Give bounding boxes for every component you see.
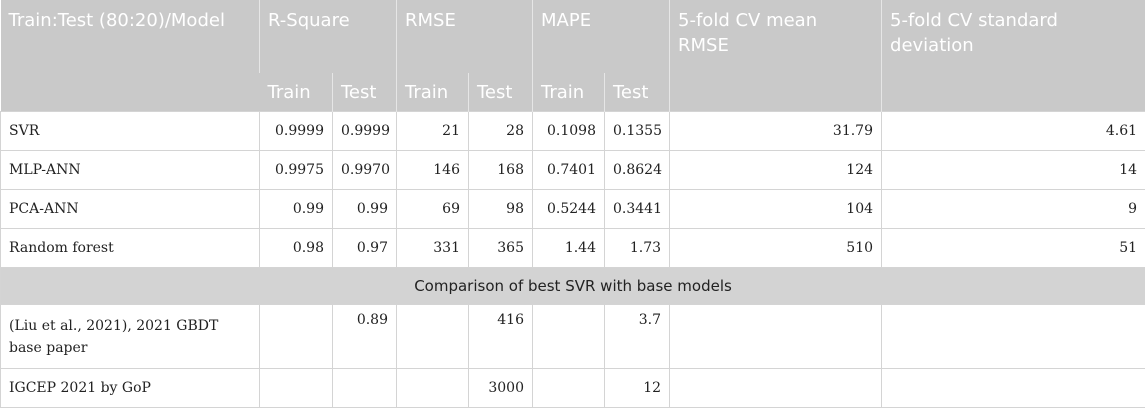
cell-mape-train [532, 368, 605, 408]
cell-cv-sd: 9 [881, 189, 1145, 229]
cell-model: MLP-ANN [0, 150, 260, 190]
cell-model: IGCEP 2021 by GoP [0, 368, 260, 408]
table-row: SVR 0.9999 0.9999 21 28 0.1098 0.1355 31… [0, 111, 1145, 151]
header-mape-test: Test [603, 73, 670, 112]
cell-r2-test: 0.9999 [332, 111, 397, 151]
table-row: PCA-ANN 0.99 0.99 69 98 0.5244 0.3441 10… [0, 189, 1145, 229]
cell-r2-train [259, 368, 333, 408]
cell-cv-mean: 124 [669, 150, 883, 190]
cell-r2-train: 0.99 [259, 189, 333, 229]
cell-cv-mean [669, 368, 883, 408]
cell-cv-mean: 31.79 [669, 111, 883, 151]
cell-model: Random forest [0, 228, 260, 268]
cell-rmse-train: 21 [396, 111, 469, 151]
header-model: Train:Test (80:20)/Model [0, 0, 260, 112]
header-r2-train: Train [259, 73, 333, 112]
cell-r2-test [332, 368, 397, 408]
cell-r2-test: 0.89 [332, 304, 397, 369]
cell-cv-sd: 4.61 [881, 111, 1145, 151]
cell-rmse-test: 28 [468, 111, 533, 151]
cell-cv-sd [881, 368, 1145, 408]
cell-mape-train: 0.1098 [532, 111, 605, 151]
cell-mape-train [532, 304, 605, 369]
header-mape-train: Train [532, 73, 605, 112]
cell-rmse-test: 416 [468, 304, 533, 369]
cell-rmse-test: 168 [468, 150, 533, 190]
cell-rmse-train: 69 [396, 189, 469, 229]
cell-mape-train: 0.5244 [532, 189, 605, 229]
table-row: MLP-ANN 0.9975 0.9970 146 168 0.7401 0.8… [0, 150, 1145, 190]
cell-cv-mean: 510 [669, 228, 883, 268]
cell-rmse-train [396, 304, 469, 369]
cell-r2-test: 0.97 [332, 228, 397, 268]
section-label: Comparison of best SVR with base models [0, 267, 1145, 305]
cell-rmse-train [396, 368, 469, 408]
cell-mape-test: 0.8624 [603, 150, 671, 190]
header-r2-test: Test [332, 73, 397, 112]
table-row: IGCEP 2021 by GoP 3000 12 [0, 368, 1145, 408]
table-row: Random forest 0.98 0.97 331 365 1.44 1.7… [0, 228, 1145, 268]
cell-r2-train: 0.98 [259, 228, 333, 268]
cell-mape-test: 3.7 [603, 304, 671, 369]
cell-cv-sd [881, 304, 1145, 369]
cell-mape-train: 0.7401 [532, 150, 605, 190]
cell-mape-train: 1.44 [532, 228, 605, 268]
cell-r2-test: 0.9970 [332, 150, 397, 190]
header-cv-sd: 5-fold CV standard deviation [881, 0, 1145, 112]
cell-r2-train: 0.9975 [259, 150, 333, 190]
cell-rmse-test: 365 [468, 228, 533, 268]
cell-mape-test: 1.73 [603, 228, 671, 268]
cell-cv-sd: 51 [881, 228, 1145, 268]
header-row-sub: Train Test Train Test Train Test [1, 73, 1145, 112]
cell-model: SVR [0, 111, 260, 151]
section-row: Comparison of best SVR with base models [0, 267, 1145, 305]
cell-rmse-test: 98 [468, 189, 533, 229]
header-r-square: R-Square [259, 0, 397, 73]
header-rmse-test: Test [468, 73, 533, 112]
cell-r2-train: 0.9999 [259, 111, 333, 151]
header-mape: MAPE [531, 0, 670, 73]
cell-model: (Liu et al., 2021), 2021 GBDT base paper [0, 304, 260, 369]
header-row-top: Train:Test (80:20)/Model R-Square RMSE M… [0, 0, 1145, 112]
table-row: (Liu et al., 2021), 2021 GBDT base paper… [0, 304, 1145, 369]
cell-mape-test: 0.3441 [603, 189, 671, 229]
cell-mape-test: 0.1355 [603, 111, 671, 151]
cell-cv-mean: 104 [669, 189, 883, 229]
cell-r2-train [259, 304, 333, 369]
cell-rmse-train: 331 [396, 228, 469, 268]
cell-r2-test: 0.99 [332, 189, 397, 229]
cell-rmse-test: 3000 [468, 368, 533, 408]
cell-rmse-train: 146 [396, 150, 469, 190]
cell-model: PCA-ANN [0, 189, 260, 229]
header-cv-mean: 5-fold CV mean RMSE [669, 0, 882, 112]
cell-cv-mean [669, 304, 883, 369]
cell-cv-sd: 14 [881, 150, 1145, 190]
header-rmse-train: Train [396, 73, 469, 112]
header-rmse: RMSE [396, 0, 533, 73]
cell-mape-test: 12 [603, 368, 671, 408]
